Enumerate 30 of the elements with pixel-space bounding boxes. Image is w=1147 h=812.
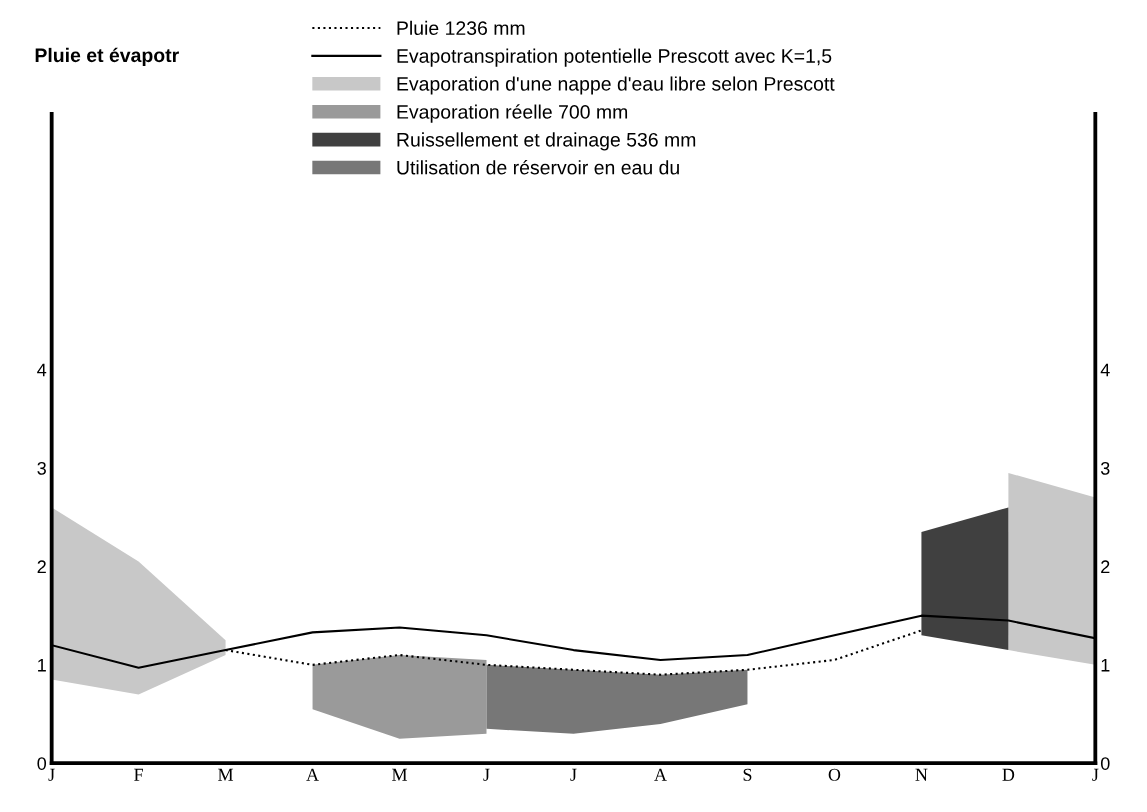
x-tick-label: D bbox=[1002, 768, 1015, 781]
x-tick-label: N bbox=[915, 768, 928, 781]
y-axis-title: Pluie et évapotr bbox=[35, 47, 179, 66]
x-tick-label: F bbox=[134, 768, 143, 781]
y-tick-label: 3 bbox=[37, 461, 46, 475]
x-tick-label: M bbox=[392, 768, 408, 781]
x-tick-label: O bbox=[828, 768, 841, 781]
y-tick-label: 1 bbox=[38, 658, 46, 672]
x-tick-label: J bbox=[483, 768, 490, 781]
x-tick-label: J bbox=[570, 768, 577, 781]
y2-tick-label: 3 bbox=[1100, 461, 1110, 475]
y2-tick-label: 0 bbox=[1100, 757, 1110, 770]
y2-tick-label: 4 bbox=[1100, 363, 1110, 377]
legend-label: Pluie 1236 mm bbox=[397, 20, 525, 36]
legend-label: Evapotranspiration potentielle Prescott avec K=1,5 bbox=[397, 48, 832, 67]
x-tick-label: J bbox=[1092, 768, 1099, 781]
y-tick-label: 0 bbox=[37, 757, 47, 770]
legend-label: Evaporation d'une nappe d'eau libre selon Prescott bbox=[397, 76, 835, 95]
y2-tick-label: 2 bbox=[1101, 560, 1110, 573]
x-tick-label: M bbox=[218, 768, 234, 781]
y-tick-label: 2 bbox=[37, 560, 46, 573]
legend-label: Utilisation de réservoir en eau du bbox=[397, 159, 679, 175]
x-tick-label: J bbox=[48, 768, 55, 781]
legend-label: Evaporation réelle 700 mm bbox=[397, 104, 628, 123]
legend-label: Ruissellement et drainage 536 mm bbox=[397, 132, 696, 151]
y2-tick-label: 1 bbox=[1101, 658, 1110, 672]
y-tick-label: 4 bbox=[37, 363, 47, 377]
x-tick-label: S bbox=[743, 768, 752, 781]
x-tick-label: A bbox=[306, 768, 319, 781]
x-tick-label: A bbox=[654, 768, 667, 781]
